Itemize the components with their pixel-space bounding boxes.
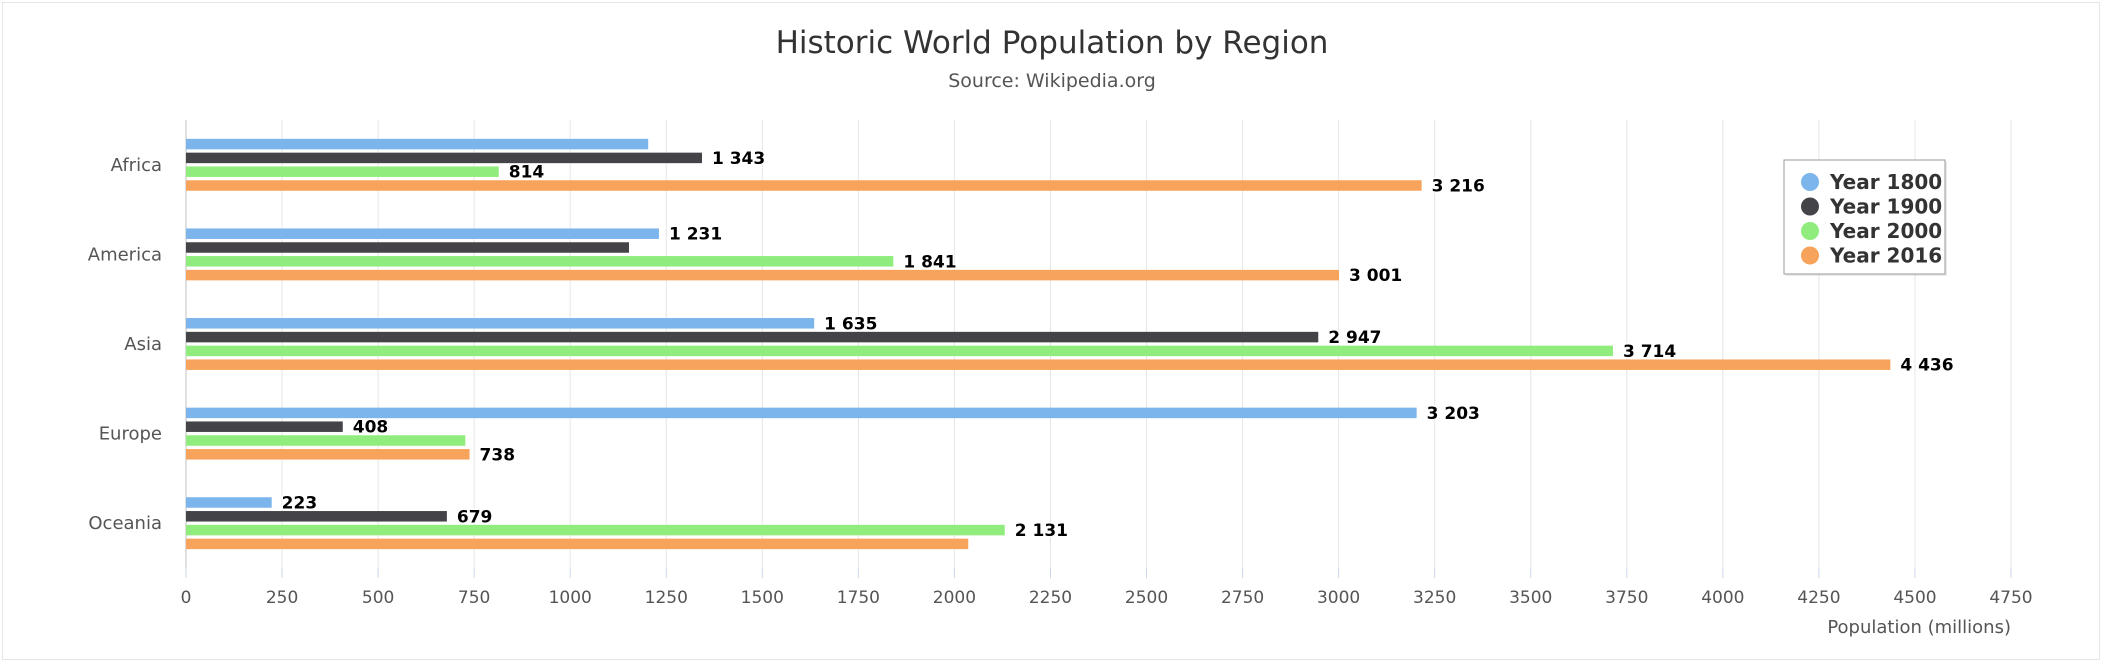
tick-label-4000: 4000 [1701, 588, 1744, 608]
tick-label-3750: 3750 [1605, 588, 1648, 608]
category-label-asia: Asia [124, 334, 162, 355]
tick-label-1500: 1500 [741, 588, 784, 608]
data-label-oceania-year-2000: 2 131 [1015, 521, 1068, 541]
legend-marker-year-1800 [1801, 173, 1819, 191]
bar-africa-year-1800 [186, 138, 649, 150]
tick-label-500: 500 [362, 588, 394, 608]
data-label-africa-year-1900: 1 343 [712, 149, 765, 169]
bar-africa-year-1900 [186, 152, 702, 164]
tick-label-3250: 3250 [1413, 588, 1456, 608]
category-label-europe: Europe [99, 424, 162, 445]
bar-america-year-1800 [186, 228, 659, 239]
bar-asia-year-1800 [186, 318, 815, 329]
data-label-asia-year-2000: 3 714 [1623, 342, 1676, 362]
data-labels: 1 231 1 635 3 203 223 1 343 2 947 408 679 814 1 8… [280, 147, 1955, 542]
tick-label-1250: 1250 [645, 588, 688, 608]
bar-asia-year-2016 [186, 359, 1891, 370]
category-axis: Africa America Asia Europe Oceania [88, 155, 162, 534]
bar-africa-year-2016 [186, 180, 1422, 191]
chart-subtitle: Source: Wikipedia.org [948, 70, 1156, 92]
bar-oceania-year-2016 [186, 538, 969, 550]
legend-marker-year-1900 [1801, 197, 1819, 216]
data-label-oceania-year-1900: 679 [457, 507, 493, 527]
bar-africa-year-2000 [186, 166, 499, 177]
bar-europe-year-1900 [186, 421, 343, 432]
legend-item-year-1900[interactable]: Year 1900 [1829, 195, 1942, 219]
bar-america-year-1900 [186, 242, 629, 253]
x-gridlines [185, 120, 2012, 568]
bar-asia-year-1900 [186, 331, 1319, 343]
tick-label-2000: 2000 [933, 588, 976, 608]
data-label-africa-year-2016: 3 216 [1432, 177, 1485, 197]
tick-label-2750: 2750 [1221, 588, 1264, 608]
bar-asia-year-2000 [186, 345, 1613, 357]
tick-label-2250: 2250 [1029, 588, 1072, 608]
x-axis-title: Population (millions) [1827, 617, 2011, 638]
bar-oceania-year-1900 [186, 511, 447, 522]
category-label-africa: Africa [111, 155, 162, 176]
bar-oceania-year-2000 [186, 524, 1005, 536]
data-label-oceania-year-1800: 223 [282, 494, 318, 514]
data-label-america-year-2000: 1 841 [903, 252, 956, 272]
bar-series [186, 138, 1891, 550]
legend-marker-year-2016 [1801, 246, 1819, 265]
tick-label-750: 750 [458, 588, 490, 608]
data-label-asia-year-2016: 4 436 [1900, 356, 1953, 376]
chart-title: Historic World Population by Region [776, 25, 1329, 61]
tick-label-4250: 4250 [1797, 588, 1840, 608]
legend-item-year-2016[interactable]: Year 2016 [1829, 244, 1942, 268]
bar-oceania-year-1800 [186, 497, 272, 508]
category-label-america: America [88, 244, 162, 265]
tick-label-3500: 3500 [1509, 588, 1552, 608]
tick-label-250: 250 [266, 588, 298, 608]
data-label-africa-year-2000: 814 [509, 163, 545, 183]
tick-label-0: 0 [181, 588, 192, 608]
bar-america-year-2000 [186, 256, 894, 267]
legend-item-year-2000[interactable]: Year 2000 [1829, 219, 1942, 243]
x-axis-ticks: 0 250 500 750 1000 1250 1500 1750 2000 2250 2500 27… [181, 568, 2033, 608]
data-label-europe-year-1900: 408 [353, 418, 389, 438]
tick-label-1750: 1750 [837, 588, 880, 608]
bar-america-year-2016 [186, 269, 1340, 281]
bar-europe-year-2000 [186, 435, 466, 446]
category-label-oceania: Oceania [88, 513, 162, 534]
data-label-asia-year-1900: 2 947 [1328, 328, 1381, 348]
tick-label-2500: 2500 [1125, 588, 1168, 608]
data-label-europe-year-1800: 3 203 [1427, 404, 1480, 424]
data-label-america-year-1800: 1 231 [669, 225, 722, 245]
tick-label-4750: 4750 [1989, 588, 2032, 608]
tick-label-3000: 3000 [1317, 588, 1360, 608]
bar-europe-year-1800 [186, 407, 1417, 419]
tick-label-1000: 1000 [549, 588, 592, 608]
data-label-asia-year-1800: 1 635 [824, 314, 877, 334]
legend-item-year-1800[interactable]: Year 1800 [1829, 170, 1942, 194]
data-label-america-year-2016: 3 001 [1349, 266, 1402, 286]
legend-marker-year-2000 [1801, 222, 1819, 240]
tick-label-4500: 4500 [1893, 588, 1936, 608]
data-label-europe-year-2016: 738 [480, 445, 516, 465]
bar-europe-year-2016 [186, 449, 470, 460]
